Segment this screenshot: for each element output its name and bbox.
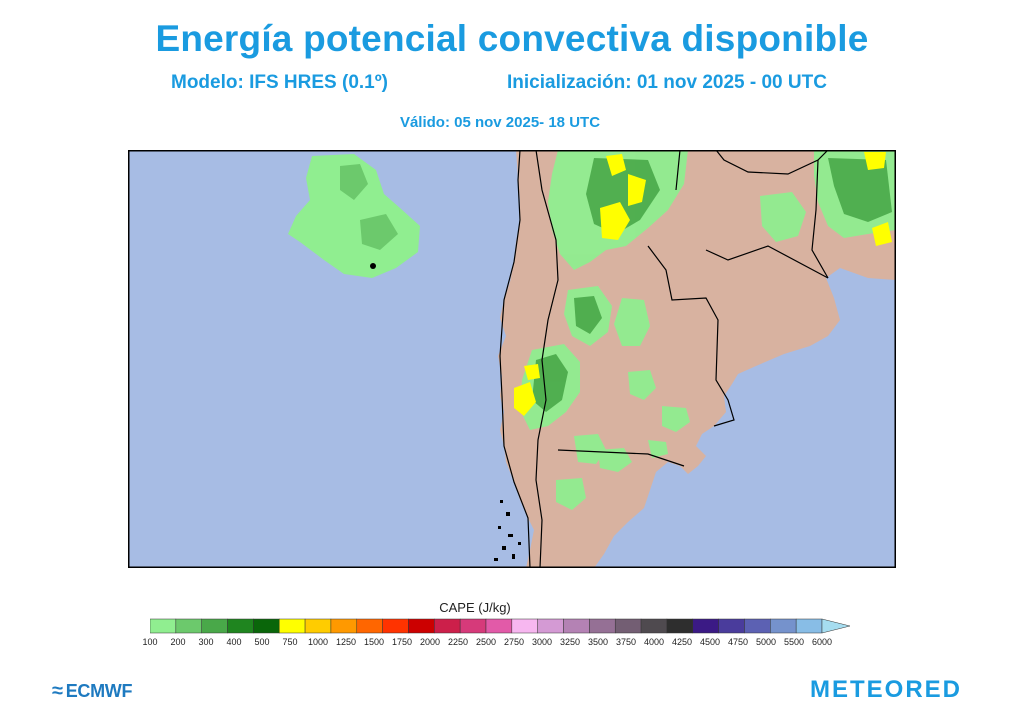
colorbar-labels: 100 200 300 400 500 750 1000 1250 1500 1750 2000 22…: [0, 637, 1024, 651]
colorbar-swatch: [150, 618, 177, 634]
colorbar-swatch: [434, 618, 461, 634]
ecmwf-icon: ≈: [52, 680, 63, 702]
colorbar-swatch: [589, 618, 616, 634]
colorbar: [150, 618, 851, 634]
colorbar-tick-label: 200: [170, 637, 186, 647]
colorbar-tick-label: 2750: [503, 637, 525, 647]
colorbar-tick-label: 1750: [391, 637, 413, 647]
colorbar-tick-label: 300: [198, 637, 214, 647]
map-title: Energía potencial convectiva disponible: [155, 18, 869, 59]
colorbar-tick-label: 4000: [643, 637, 665, 647]
colorbar-tick-label: 2000: [419, 637, 441, 647]
colorbar-tick-label: 100: [142, 637, 158, 647]
colorbar-extend-arrow: [821, 618, 851, 634]
colorbar-swatch: [770, 618, 797, 634]
colorbar-swatch: [744, 618, 771, 634]
colorbar-tick-label: 1500: [363, 637, 385, 647]
colorbar-swatch: [666, 618, 694, 634]
valid-time-label: Válido: 05 nov 2025- 18 UTC: [399, 114, 601, 131]
colorbar-tick-label: 4750: [727, 637, 749, 647]
ocean-cape-patch: [288, 154, 420, 278]
colorbar-tick-label: 3500: [587, 637, 609, 647]
colorbar-swatch: [640, 618, 668, 634]
colorbar-tick-label: 2500: [475, 637, 497, 647]
colorbar-swatch: [408, 618, 435, 634]
cape-patches-mid: [532, 158, 892, 412]
colorbar-tick-label: 400: [226, 637, 242, 647]
colorbar-tick-label: 2250: [447, 637, 469, 647]
colorbar-tick-label: 3250: [559, 637, 581, 647]
ecmwf-wordmark: ECMWF: [65, 681, 133, 701]
colorbar-swatch: [537, 618, 564, 634]
colorbar-swatch: [330, 618, 358, 634]
colorbar-swatch: [692, 618, 719, 634]
colorbar-swatch: [485, 618, 513, 634]
colorbar-tick-label: 4500: [699, 637, 721, 647]
cape-map: [128, 150, 896, 568]
colorbar-tick-label: 4250: [671, 637, 693, 647]
colorbar-swatch: [614, 618, 642, 634]
fjord-coast: [494, 500, 521, 561]
colorbar-swatch: [718, 618, 745, 634]
colorbar-tick-label: 3000: [531, 637, 553, 647]
colorbar-swatch: [304, 618, 332, 634]
colorbar-title: CAPE (J/kg): [439, 600, 511, 615]
init-label: Inicialización: 01 nov 2025 - 00 UTC: [507, 72, 827, 93]
colorbar-swatch: [175, 618, 202, 634]
colorbar-swatch: [278, 618, 306, 634]
colorbar-swatch: [227, 618, 254, 634]
colorbar-tick-label: 1000: [307, 637, 329, 647]
colorbar-swatch: [382, 618, 409, 634]
colorbar-swatch: [356, 618, 383, 634]
colorbar-tick-label: 5500: [783, 637, 805, 647]
colorbar-swatch: [563, 618, 590, 634]
borders: [499, 150, 829, 568]
colorbar-tick-label: 3750: [615, 637, 637, 647]
colorbar-tick-label: 5000: [755, 637, 777, 647]
colorbar-tick-label: 500: [254, 637, 270, 647]
meteored-logo: METEORED: [810, 676, 963, 703]
colorbar-tick-label: 750: [282, 637, 298, 647]
model-label: Modelo: IFS HRES (0.1º): [171, 72, 389, 93]
cape-patches-high: [514, 152, 892, 416]
ecmwf-logo: ≈ ECMWF: [52, 680, 132, 703]
colorbar-tick-label: 6000: [811, 637, 833, 647]
colorbar-swatch: [253, 618, 280, 634]
colorbar-swatch: [795, 618, 823, 634]
colorbar-swatch: [201, 618, 228, 634]
colorbar-swatch: [459, 618, 487, 634]
colorbar-swatch: [511, 618, 538, 634]
colorbar-tick-label: 1250: [335, 637, 357, 647]
